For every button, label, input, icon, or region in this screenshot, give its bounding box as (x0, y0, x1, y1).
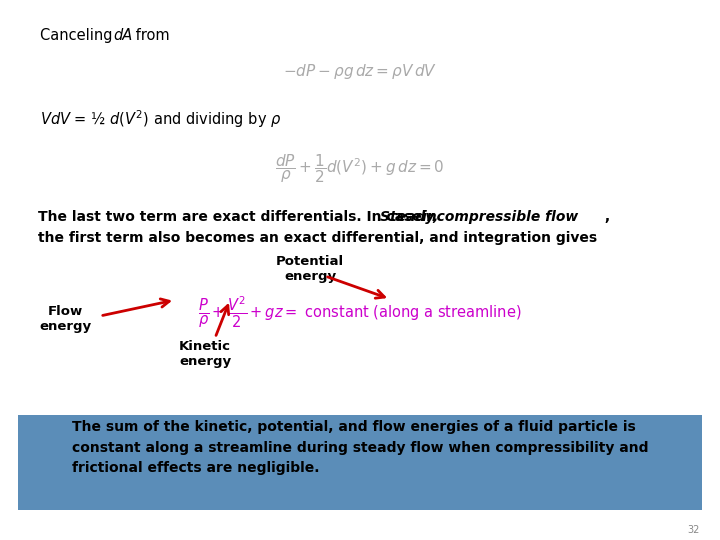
FancyBboxPatch shape (18, 415, 702, 510)
Text: 32: 32 (688, 525, 700, 535)
Text: dA: dA (113, 28, 132, 43)
Text: the first term also becomes an exact differential, and integration gives: the first term also becomes an exact dif… (38, 231, 597, 245)
Text: The last two term are exact differentials. In case: The last two term are exact differential… (38, 210, 427, 224)
Text: Potential: Potential (276, 255, 344, 268)
Text: energy: energy (284, 270, 336, 283)
Text: incompressible flow: incompressible flow (422, 210, 578, 224)
Text: $\dfrac{P}{\rho} + \dfrac{V^2}{2} + gz = $ constant (along a streamline): $\dfrac{P}{\rho} + \dfrac{V^2}{2} + gz =… (198, 295, 522, 330)
Text: $-dP - \rho g\,dz = \rho V\,dV$: $-dP - \rho g\,dz = \rho V\,dV$ (283, 62, 437, 81)
Text: Flow: Flow (48, 305, 83, 318)
Text: from: from (131, 28, 170, 43)
Text: Canceling: Canceling (40, 28, 117, 43)
Text: energy: energy (179, 355, 231, 368)
Text: ,: , (600, 210, 610, 224)
Text: $VdV$ = ½ $d(V^2)$ and dividing by $\rho$: $VdV$ = ½ $d(V^2)$ and dividing by $\rho… (40, 108, 282, 130)
Text: energy: energy (39, 320, 91, 333)
Text: The sum of the kinetic, potential, and flow energies of a fluid particle is
cons: The sum of the kinetic, potential, and f… (72, 420, 648, 475)
Text: Kinetic: Kinetic (179, 340, 231, 353)
Text: $\dfrac{dP}{\rho} + \dfrac{1}{2}d(V^2) + g\,dz = 0$: $\dfrac{dP}{\rho} + \dfrac{1}{2}d(V^2) +… (275, 152, 445, 185)
Text: Steady,: Steady, (380, 210, 444, 224)
